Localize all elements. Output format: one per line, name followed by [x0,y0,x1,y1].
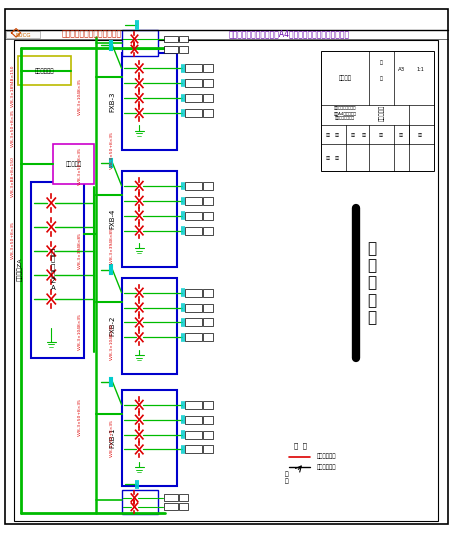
Text: VV8-3×B8+8×150: VV8-3×B8+8×150 [11,156,15,197]
Bar [203,79,213,87]
Text: BUCG: BUCG [15,33,31,38]
Bar [203,211,213,219]
Text: 图  例: 图 例 [294,443,307,449]
Text: A3: A3 [397,67,405,73]
Text: VV8-3×1048×35: VV8-3×1048×35 [111,323,114,360]
Bar [122,278,177,374]
Bar [31,182,84,358]
Bar [6,31,40,38]
Bar [203,445,213,453]
Bar [203,182,213,190]
Text: 手动发电机组: 手动发电机组 [35,68,55,74]
Bar [185,79,202,87]
Text: VV8-3×50+8×35: VV8-3×50+8×35 [111,130,114,169]
Text: 1:1: 1:1 [416,67,424,73]
Bar [185,430,202,438]
Bar [185,415,202,423]
Text: 例: 例 [285,479,288,484]
Text: VV8-3×18948×150: VV8-3×18948×150 [11,64,15,107]
Text: 图: 图 [380,60,383,65]
Text: VV8-3×1048×35: VV8-3×1048×35 [78,77,82,115]
Text: 幅: 幅 [380,76,383,81]
Bar [185,288,202,297]
Bar [203,333,213,341]
Bar [122,390,177,486]
Text: VV8-3×50+8×35: VV8-3×50+8×35 [11,221,15,260]
Text: 图号: 图号 [418,133,423,137]
Bar [185,400,202,409]
Text: 日期: 日期 [379,133,384,137]
Text: VV8-3×3948×85: VV8-3×3948×85 [111,227,114,264]
Bar [179,503,188,511]
Bar [203,400,213,409]
Bar [164,494,178,501]
Bar [203,415,213,423]
Bar [164,45,178,52]
Bar [185,226,202,234]
Text: VV8-3×50+8×35: VV8-3×50+8×35 [78,146,82,185]
Bar [18,56,71,85]
Bar [122,171,177,267]
Bar [122,490,158,514]
Text: FXB-4: FXB-4 [109,209,116,229]
Bar [185,197,202,205]
Text: 空气断路开关: 空气断路开关 [317,454,336,459]
Text: 设计: 设计 [325,133,330,137]
Bar [185,211,202,219]
Bar [185,445,202,453]
Bar [122,30,158,56]
Bar [185,94,202,102]
Text: 电子城综合管理住宅小区A4楼工程临时用电施工组织设计: 电子城综合管理住宅小区A4楼工程临时用电施工组织设计 [229,29,350,38]
Text: 日期: 日期 [399,133,403,137]
Bar [203,430,213,438]
Text: 北京城建一建设工程有限公司: 北京城建一建设工程有限公司 [62,29,122,38]
Bar [179,494,188,501]
Text: VV8-3×50+8×35: VV8-3×50+8×35 [111,419,114,457]
Text: 审核: 审核 [350,133,355,137]
Text: 漏电保护开关: 漏电保护开关 [317,465,336,470]
Text: VV8-3×1048×35: VV8-3×1048×35 [78,312,82,350]
Bar [321,51,434,171]
Bar [185,65,202,73]
Bar [164,503,178,511]
Bar [164,35,178,42]
Bar [203,94,213,102]
Text: 总配电箱ZA: 总配电箱ZA [17,258,22,281]
Text: VV8-3×3948×85: VV8-3×3948×85 [78,232,82,270]
Bar [185,318,202,326]
Bar [179,35,188,42]
Bar [53,144,94,184]
Text: FXB-1: FXB-1 [109,428,116,448]
Bar [185,303,202,311]
Bar [203,65,213,73]
Text: 审定: 审定 [335,156,340,160]
Text: FXB-2: FXB-2 [109,316,116,336]
Bar [203,303,213,311]
Bar [179,45,188,52]
Bar [185,333,202,341]
Text: VV8-3×50+8×35: VV8-3×50+8×35 [11,109,15,147]
Bar [203,109,213,117]
Text: 塔吊配电箱: 塔吊配电箱 [65,161,82,167]
Text: 工程名称: 工程名称 [338,76,352,81]
Bar [203,288,213,297]
Bar [203,318,213,326]
Bar [122,53,177,150]
Text: VV8-3×50+8×35: VV8-3×50+8×35 [78,397,82,436]
Bar [203,226,213,234]
Bar [185,109,202,117]
Text: 电子城综合管理住宅
小区A4楼工程临时
用电施工组织设计: 电子城综合管理住宅 小区A4楼工程临时 用电施工组织设计 [334,107,356,120]
Text: 审核: 审核 [325,156,330,160]
Bar [185,182,202,190]
Bar [203,197,213,205]
Text: FXB-3: FXB-3 [109,91,116,112]
Text: 图: 图 [285,472,288,477]
Text: 供
电
系
统
图: 供 电 系 统 图 [367,241,376,325]
Text: 供电系统图: 供电系统图 [379,105,384,121]
Text: 制图: 制图 [335,133,340,137]
Text: 总
配
电
箱
Z
A: 总 配 电 箱 Z A [50,248,56,292]
Text: 审定: 审定 [362,133,367,137]
